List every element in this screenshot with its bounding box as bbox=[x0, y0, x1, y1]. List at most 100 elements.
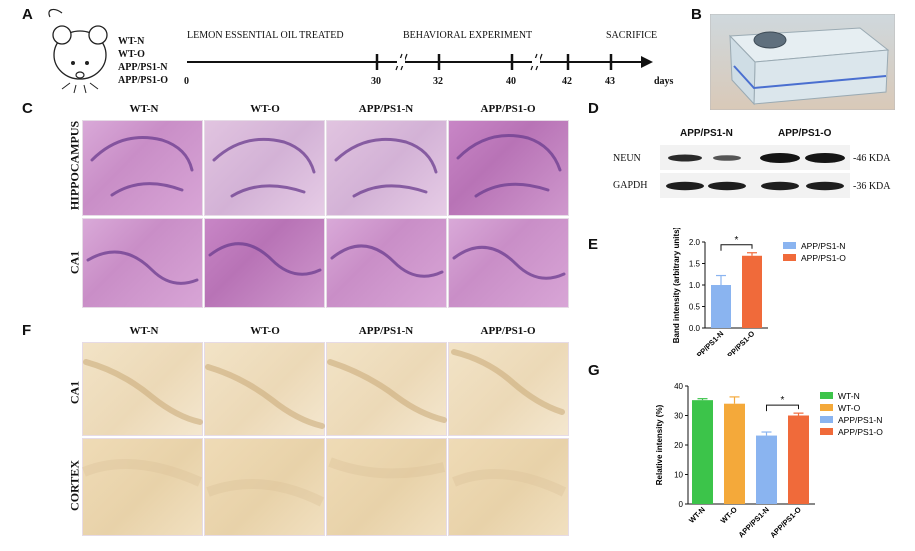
e-bar-1 bbox=[742, 255, 762, 328]
e-legend-swatch-1 bbox=[783, 254, 796, 261]
e-bar-0 bbox=[711, 285, 731, 328]
g-bar-2 bbox=[756, 435, 777, 504]
c-col-wt-o: WT-O bbox=[250, 103, 280, 115]
he-hippo-wt-o bbox=[204, 120, 325, 216]
f-col-app-n: APP/PS1-N bbox=[358, 325, 414, 337]
e-xtick-label-0: APP/PS1-N bbox=[691, 329, 725, 356]
he-ca1-wt-o bbox=[204, 218, 325, 308]
panel-label-g: G bbox=[588, 362, 600, 379]
mouse-group-wt-o: WT-O bbox=[118, 49, 145, 60]
mouse-icon bbox=[48, 8, 108, 94]
ihc-ca1-app-n bbox=[326, 342, 447, 436]
tick-0: 0 bbox=[184, 76, 189, 87]
g-sig-star: * bbox=[781, 395, 785, 406]
c-col-app-n: APP/PS1-N bbox=[358, 103, 414, 115]
tick-43: 43 bbox=[605, 76, 615, 87]
mouse-group-wt-n: WT-N bbox=[118, 36, 145, 47]
g-ytick-label: 30 bbox=[674, 412, 683, 421]
e-sig-bracket bbox=[720, 244, 753, 251]
ihc-ca1-wt-n bbox=[82, 342, 203, 436]
phase-lemon-treated: LEMON ESSENTIAL OIL TREATED bbox=[187, 30, 344, 41]
g-ytick-label: 10 bbox=[674, 471, 683, 480]
d-size-36: -36 KDA bbox=[853, 181, 891, 192]
he-hippo-app-n bbox=[326, 120, 447, 216]
ihc-ca1-wt-o bbox=[204, 342, 325, 436]
he-ca1-app-n bbox=[326, 218, 447, 308]
g-legend-label-1: WT-O bbox=[838, 403, 861, 413]
c-row-ca1: CA1 bbox=[67, 250, 82, 275]
tick-32: 32 bbox=[433, 76, 443, 87]
d-group-app-o: APP/PS1-O bbox=[778, 128, 832, 139]
e-ytick-label: 1.0 bbox=[689, 281, 701, 290]
mouse-group-app-o: APP/PS1-O bbox=[118, 75, 168, 86]
ihc-cortex-app-o bbox=[448, 438, 569, 536]
ihc-cortex-app-n bbox=[326, 438, 447, 536]
panel-label-f: F bbox=[22, 322, 32, 339]
panel-label-d: D bbox=[588, 100, 599, 117]
f-col-wt-n: WT-N bbox=[129, 325, 159, 337]
chart-e: 0.0 0.5 1.0 1.5 2.0 Band intensity (arbitrary… bbox=[672, 228, 846, 356]
g-sig-bracket bbox=[766, 404, 799, 412]
g-legend-swatch-1 bbox=[820, 404, 833, 411]
blot-bands bbox=[666, 153, 845, 191]
e-ylabel: Band intensity (arbitrary units) bbox=[672, 228, 681, 343]
ihc-cortex-wt-o bbox=[204, 438, 325, 536]
g-ytick-label: 0 bbox=[679, 500, 684, 509]
c-col-app-o: APP/PS1-O bbox=[480, 103, 536, 115]
g-legend-swatch-2 bbox=[820, 416, 833, 423]
he-ca1-app-o bbox=[448, 218, 569, 308]
c-col-wt-n: WT-N bbox=[129, 103, 159, 115]
d-band-neun: NEUN bbox=[613, 153, 641, 164]
g-ytick-label: 40 bbox=[674, 382, 683, 391]
tick-42: 42 bbox=[562, 76, 572, 87]
mouse-group-app-n: APP/PS1-N bbox=[118, 62, 168, 73]
phase-sacrifice: SACRIFICE bbox=[606, 30, 658, 41]
e-legend-label-1: APP/PS1-O bbox=[801, 253, 846, 263]
g-xtick-label-1: WT-O bbox=[719, 505, 739, 525]
e-ytick-label: 1.5 bbox=[689, 260, 701, 269]
e-ytick-label: 0.0 bbox=[689, 324, 701, 333]
ihc-ca1-app-o bbox=[448, 342, 569, 436]
tick-30: 30 bbox=[371, 76, 381, 87]
timeline-unit: days bbox=[654, 76, 674, 87]
g-ylabel: Relative intensity (%) bbox=[655, 404, 664, 485]
phase-behavioral: BEHAVIORAL EXPERIMENT bbox=[403, 30, 533, 41]
f-row-cortex: CORTEX bbox=[67, 460, 82, 511]
panel-label-e: E bbox=[588, 236, 599, 253]
e-legend-label-0: APP/PS1-N bbox=[801, 241, 845, 251]
f-col-app-o: APP/PS1-O bbox=[480, 325, 536, 337]
he-hippo-app-o bbox=[448, 120, 569, 216]
g-bar-0 bbox=[692, 400, 713, 504]
g-bar-3 bbox=[788, 415, 809, 504]
g-xtick-label-0: WT-N bbox=[687, 505, 707, 525]
g-bar-1 bbox=[724, 403, 745, 504]
e-ytick-label: 0.5 bbox=[689, 303, 701, 312]
d-size-46: -46 KDA bbox=[853, 153, 891, 164]
e-xtick-label-1: APP/PS1-O bbox=[722, 329, 757, 356]
g-legend-swatch-3 bbox=[820, 428, 833, 435]
d-group-app-n: APP/PS1-N bbox=[680, 128, 733, 139]
d-band-gapdh: GAPDH bbox=[613, 180, 648, 191]
f-row-ca1: CA1 bbox=[67, 380, 82, 405]
c-row-hippocampus: HIPPOCAMPUS bbox=[67, 120, 82, 211]
timeline-axis bbox=[187, 53, 653, 71]
ihc-cortex-wt-n bbox=[82, 438, 203, 536]
g-legend-label-2: APP/PS1-N bbox=[838, 415, 882, 425]
g-legend-label-0: WT-N bbox=[838, 391, 860, 401]
tick-40: 40 bbox=[506, 76, 516, 87]
e-sig-star: * bbox=[735, 235, 739, 246]
panel-label-c: C bbox=[22, 100, 33, 117]
panel-label-a: A bbox=[22, 6, 33, 23]
g-legend-label-3: APP/PS1-O bbox=[838, 427, 883, 437]
g-legend-swatch-0 bbox=[820, 392, 833, 399]
cage-photo bbox=[710, 14, 895, 110]
g-xtick-label-2: APP/PS1-N bbox=[737, 505, 771, 539]
e-ytick-label: 2.0 bbox=[689, 238, 701, 247]
panel-label-b: B bbox=[691, 6, 702, 23]
he-ca1-wt-n bbox=[82, 218, 203, 308]
he-hippo-wt-n bbox=[82, 120, 203, 216]
e-legend-swatch-0 bbox=[783, 242, 796, 249]
f-col-wt-o: WT-O bbox=[250, 325, 280, 337]
g-ytick-label: 20 bbox=[674, 441, 683, 450]
